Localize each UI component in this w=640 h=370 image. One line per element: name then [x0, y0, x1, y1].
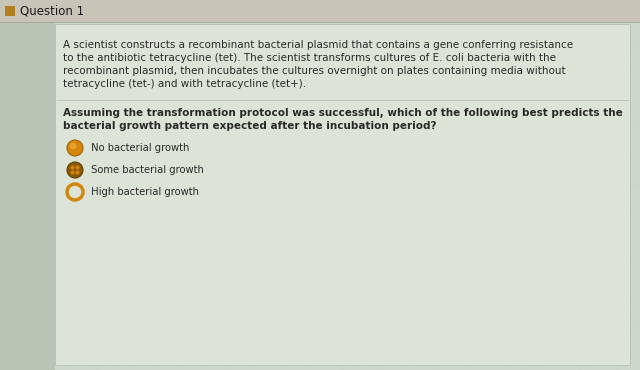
Text: A scientist constructs a recombinant bacterial plasmid that contains a gene conf: A scientist constructs a recombinant bac… — [63, 40, 573, 50]
Circle shape — [76, 171, 79, 175]
Text: tetracycline (tet-) and with tetracycline (tet+).: tetracycline (tet-) and with tetracyclin… — [63, 79, 306, 89]
Text: High bacterial growth: High bacterial growth — [88, 187, 199, 197]
Circle shape — [70, 165, 74, 169]
Circle shape — [67, 162, 83, 178]
Circle shape — [76, 165, 79, 169]
Text: to the antibiotic tetracycline (tet). The scientist transforms cultures of E. co: to the antibiotic tetracycline (tet). Th… — [63, 53, 556, 63]
Circle shape — [67, 140, 83, 156]
Text: Question 1: Question 1 — [20, 4, 84, 17]
Text: bacterial growth pattern expected after the incubation period?: bacterial growth pattern expected after … — [63, 121, 436, 131]
Circle shape — [70, 142, 77, 149]
Bar — [0, 0, 55, 370]
Text: recombinant plasmid, then incubates the cultures overnight on plates containing : recombinant plasmid, then incubates the … — [63, 66, 566, 76]
Bar — [55, 24, 630, 365]
Text: Assuming the transformation protocol was successful, which of the following best: Assuming the transformation protocol was… — [63, 108, 623, 118]
Circle shape — [67, 184, 83, 200]
Bar — [0, 0, 640, 22]
Circle shape — [70, 171, 74, 175]
Text: No bacterial growth: No bacterial growth — [88, 143, 189, 153]
Bar — [5, 6, 15, 16]
Text: Some bacterial growth: Some bacterial growth — [88, 165, 204, 175]
